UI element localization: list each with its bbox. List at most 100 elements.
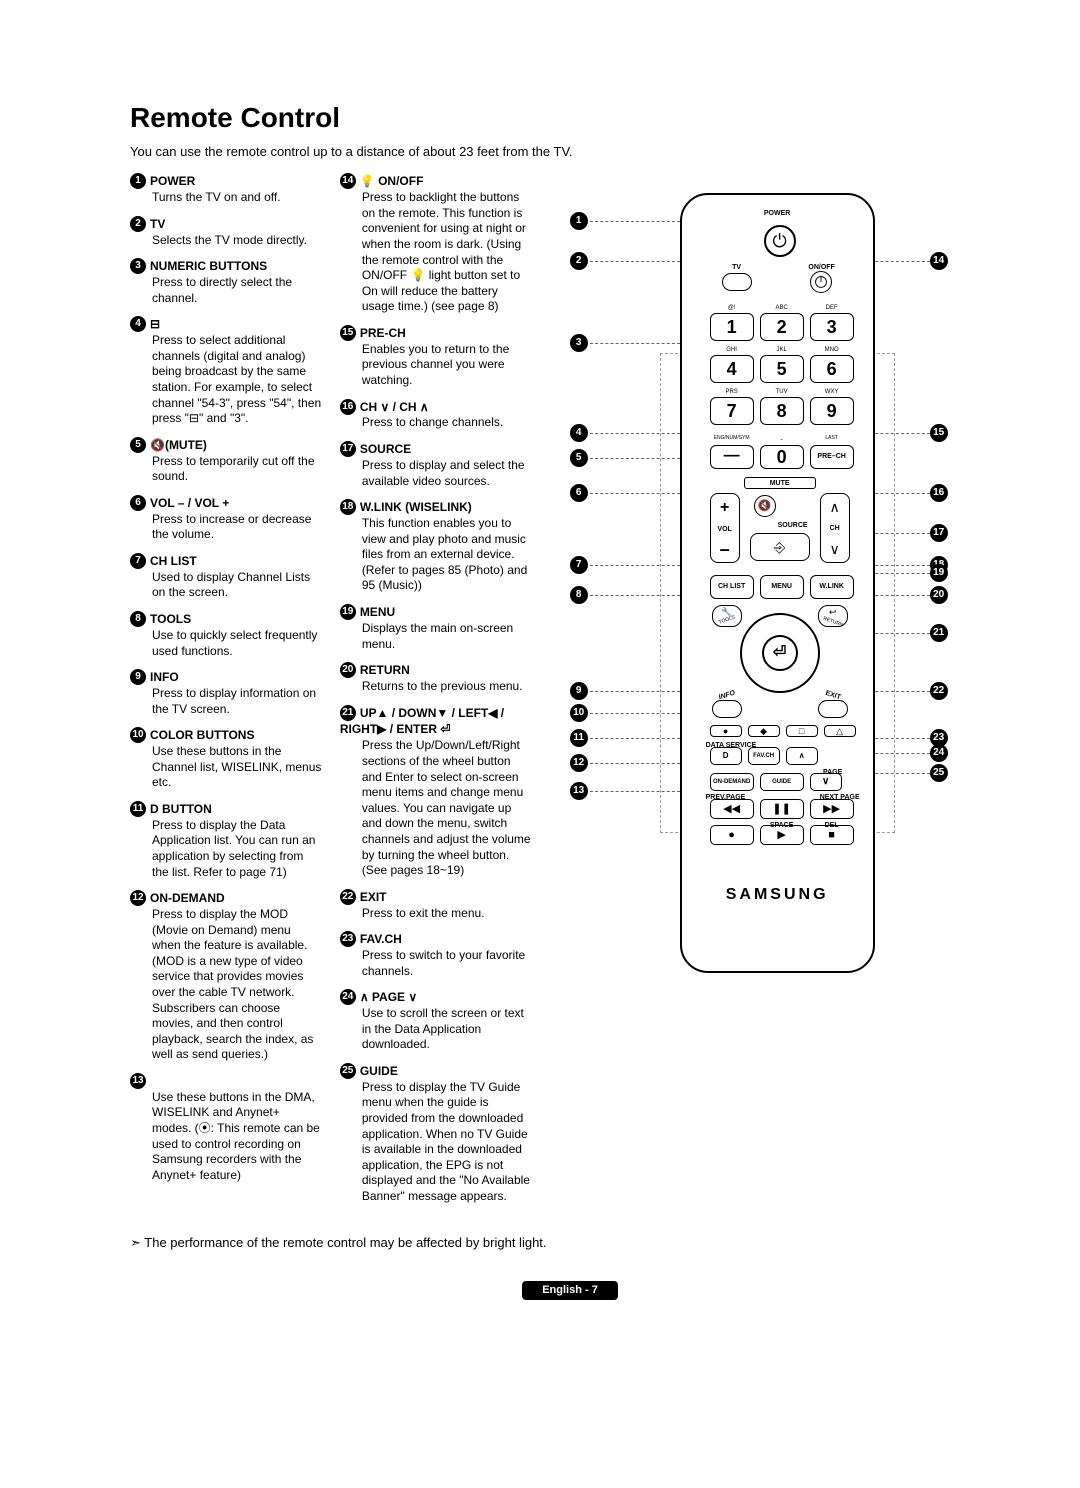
callout-number: 21 <box>930 624 948 642</box>
numeric-key[interactable]: 3 <box>810 313 854 341</box>
mid-button[interactable]: CH LIST <box>710 575 754 599</box>
ondemand-button[interactable]: GUIDE <box>760 773 804 791</box>
description-item: 11D BUTTONPress to display the Data Appl… <box>130 801 322 880</box>
item-label: CH ∨ / CH ∧ <box>360 400 429 414</box>
callout-number: 16 <box>930 484 948 502</box>
description-item: 9INFOPress to display information on the… <box>130 669 322 717</box>
item-label: GUIDE <box>360 1064 398 1078</box>
transport-button[interactable]: ◀◀ <box>710 799 754 819</box>
item-label: 💡 ON/OFF <box>360 174 424 188</box>
mute-button[interactable]: 🔇 <box>754 495 776 517</box>
item-label: ∧ PAGE ∨ <box>360 990 417 1004</box>
description-item: 2TVSelects the TV mode directly. <box>130 216 322 248</box>
color-buttons-row: ● ◆ □ △ <box>710 725 856 737</box>
dataservice-button[interactable]: ∧ <box>786 747 818 765</box>
numeric-key[interactable]: 2 <box>760 313 804 341</box>
prech-key[interactable]: PRE–CH <box>810 445 854 469</box>
callout-number: 17 <box>930 524 948 542</box>
transport-button[interactable]: ■ <box>810 825 854 845</box>
description-item: 12ON-DEMANDPress to display the MOD (Mov… <box>130 890 322 1063</box>
callout-number: 12 <box>570 754 588 772</box>
power-button[interactable]: ⏻ <box>764 225 796 257</box>
item-description: Press to backlight the buttons on the re… <box>362 190 532 315</box>
item-number-badge: 10 <box>130 727 146 743</box>
onoff-button[interactable] <box>810 271 832 293</box>
callout-number: 3 <box>570 334 588 352</box>
dataservice-button[interactable]: FAV.CH <box>748 747 780 765</box>
item-description: Press to switch to your favorite channel… <box>362 948 532 979</box>
key-sublabel: TUV <box>760 389 804 397</box>
numeric-key[interactable]: 4 <box>710 355 754 383</box>
item-label: CH LIST <box>150 554 197 568</box>
callout-number: 14 <box>930 252 948 270</box>
item-number-badge: 7 <box>130 553 146 569</box>
transport-button[interactable]: ❚❚ <box>760 799 804 819</box>
callout-number: 13 <box>570 782 588 800</box>
item-number-badge: 19 <box>340 604 356 620</box>
numeric-key[interactable]: 9 <box>810 397 854 425</box>
description-item: 16CH ∨ / CH ∧Press to change channels. <box>340 399 532 431</box>
item-label: ⊟ <box>150 317 160 331</box>
return-button[interactable]: ↩ RETURN <box>818 605 848 627</box>
item-label: VOL – / VOL + <box>150 496 229 510</box>
dataservice-row: D FAV.CH ∧ <box>710 747 818 765</box>
item-number-badge: 14 <box>340 173 356 189</box>
description-item: 1POWERTurns the TV on and off. <box>130 173 322 205</box>
color-button[interactable]: ● <box>710 725 742 737</box>
item-number-badge: 9 <box>130 669 146 685</box>
numeric-key[interactable]: 8 <box>760 397 804 425</box>
item-label: RETURN <box>360 663 410 677</box>
mid-button[interactable]: MENU <box>760 575 804 599</box>
description-item: 23FAV.CHPress to switch to your favorite… <box>340 931 532 979</box>
description-item: 15PRE-CHEnables you to return to the pre… <box>340 325 532 389</box>
item-number-badge: 8 <box>130 611 146 627</box>
channel-rocker[interactable]: ∧ CH ∨ <box>820 493 850 563</box>
remote-column: 12345678910111213 1415161718192021222324… <box>550 173 1010 1214</box>
left-column: 1POWERTurns the TV on and off. 2TVSelects… <box>130 173 322 1214</box>
numeric-key[interactable]: 7 <box>710 397 754 425</box>
callout-number: 20 <box>930 586 948 604</box>
color-button[interactable]: △ <box>824 725 856 737</box>
tools-button[interactable]: 🔧 TOOLS <box>712 605 742 627</box>
item-description: Press to display the MOD (Movie on Deman… <box>152 907 322 1063</box>
callout-number: 15 <box>930 424 948 442</box>
mid-button[interactable]: W.LINK <box>810 575 854 599</box>
color-button[interactable]: □ <box>786 725 818 737</box>
key-sublabel: JKL <box>760 347 804 355</box>
item-label: 🔇(MUTE) <box>150 438 207 452</box>
tv-button[interactable] <box>722 273 752 291</box>
numeric-key[interactable]: 1 <box>710 313 754 341</box>
item-description: Used to display Channel Lists on the scr… <box>152 570 322 601</box>
item-description: Selects the TV mode directly. <box>152 233 322 249</box>
source-button[interactable]: ⎆ <box>750 533 810 561</box>
description-item: 20RETURNReturns to the previous menu. <box>340 662 532 694</box>
item-description: Press to display information on the TV s… <box>152 686 322 717</box>
description-item: 3NUMERIC BUTTONSPress to directly select… <box>130 258 322 306</box>
item-number-badge: 12 <box>130 890 146 906</box>
numeric-keypad: @!1ABC2DEF3GHI4JKL5MNO6PRS7TUV8WXY9 <box>710 305 854 424</box>
footer-note: ➣ The performance of the remote control … <box>130 1235 1010 1252</box>
dataservice-button[interactable]: D <box>710 747 742 765</box>
item-description: Turns the TV on and off. <box>152 190 322 206</box>
ondemand-row: ON-DEMAND GUIDE ∨ <box>710 773 842 791</box>
row4-sublabels: ENG/NUM/SYM⎵LAST <box>710 435 854 442</box>
key-sublabel: MNO <box>810 347 854 355</box>
intro-text: You can use the remote control up to a d… <box>130 144 1010 161</box>
dash-key[interactable]: — <box>710 445 754 469</box>
ondemand-button[interactable]: ON-DEMAND <box>710 773 754 791</box>
description-item: 21UP▲ / DOWN▼ / LEFT◀ / RIGHT▶ / ENTER ⏎… <box>340 705 532 879</box>
ondemand-button[interactable]: ∨ <box>810 773 842 791</box>
numeric-key[interactable]: 6 <box>810 355 854 383</box>
item-number-badge: 11 <box>130 801 146 817</box>
zero-key[interactable]: 0 <box>760 445 804 469</box>
mid-column: 14 💡 ON/OFF Press to backlight the buttons… <box>340 173 532 1214</box>
volume-rocker[interactable]: + VOL – <box>710 493 740 563</box>
transport-button[interactable]: ▶▶ <box>810 799 854 819</box>
item-number-badge: 21 <box>340 705 356 721</box>
item-number-badge: 23 <box>340 931 356 947</box>
transport-button[interactable]: ● <box>710 825 754 845</box>
numeric-key[interactable]: 5 <box>760 355 804 383</box>
enter-button[interactable]: ⏎ <box>762 635 798 671</box>
transport-button[interactable]: ▶ <box>760 825 804 845</box>
color-button[interactable]: ◆ <box>748 725 780 737</box>
